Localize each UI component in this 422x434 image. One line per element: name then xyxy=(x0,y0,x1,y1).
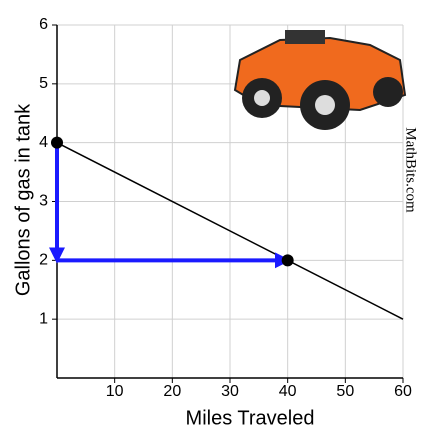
x-axis-label: Miles Traveled xyxy=(186,407,315,429)
x-tick-label: 30 xyxy=(221,383,239,400)
y-tick-label: 1 xyxy=(39,310,48,327)
y-tick-label: 6 xyxy=(39,16,48,33)
x-tick-label: 10 xyxy=(106,383,124,400)
y-tick-label: 2 xyxy=(39,252,48,269)
y-tick-label: 4 xyxy=(39,134,48,151)
y-tick-label: 3 xyxy=(39,193,48,210)
x-tick-label: 40 xyxy=(279,383,297,400)
x-tick-label: 60 xyxy=(394,383,412,400)
y-axis-label: Gallons of gas in tank xyxy=(12,103,34,296)
atv-image xyxy=(233,30,407,130)
x-tick-label: 20 xyxy=(163,383,181,400)
y-tick-label: 5 xyxy=(39,75,48,92)
x-tick-label: 50 xyxy=(336,383,354,400)
data-point xyxy=(281,254,294,267)
watermark: MathBits.com xyxy=(403,127,419,213)
data-point xyxy=(51,136,63,149)
data-line xyxy=(56,141,404,320)
